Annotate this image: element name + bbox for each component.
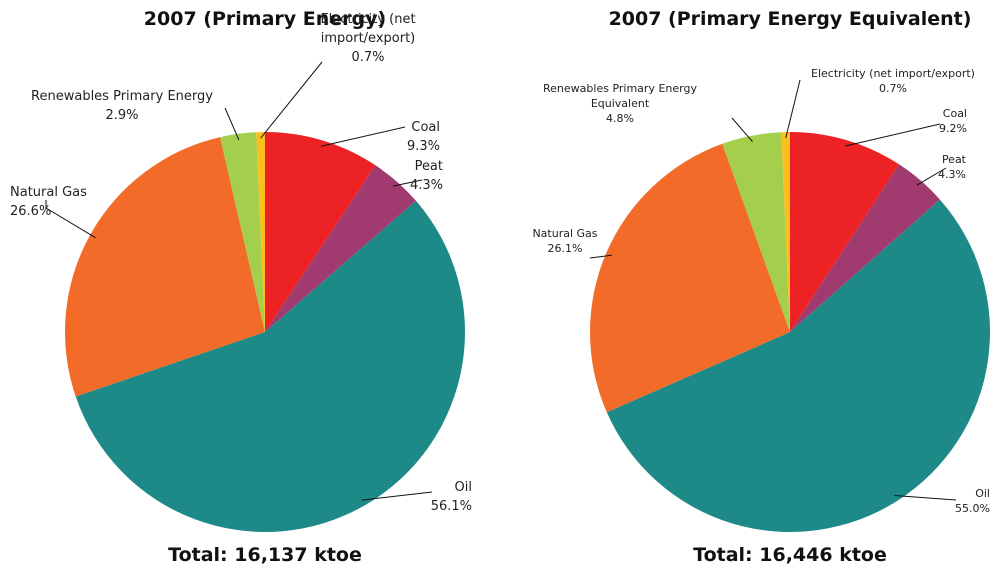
slice-name: Coal bbox=[411, 120, 440, 135]
slice-label: Electricity (net import/export) 0.7% bbox=[773, 66, 994, 96]
pie-slice bbox=[75, 200, 466, 532]
slice-label: Oil 55.0% bbox=[870, 486, 990, 516]
pie-slice bbox=[606, 199, 991, 533]
pie-slice bbox=[265, 132, 376, 332]
slice-label: Coal 9.2% bbox=[847, 106, 967, 136]
slice-name: Oil bbox=[975, 487, 990, 500]
slice-value: 4.3% bbox=[938, 168, 966, 181]
leader-line bbox=[361, 491, 433, 501]
slice-label: Peat 4.3% bbox=[323, 157, 443, 195]
slice-name: Natural Gas bbox=[10, 185, 87, 200]
slice-name: Coal bbox=[942, 107, 967, 120]
leader-line bbox=[589, 254, 612, 259]
pie-slice bbox=[722, 132, 790, 332]
slice-name: Oil bbox=[454, 480, 472, 495]
slice-label: Electricity (net import/export) 0.7% bbox=[308, 10, 428, 67]
slice-label: Renewables Primary Energy 2.9% bbox=[12, 87, 232, 125]
slice-value: 9.2% bbox=[939, 122, 967, 135]
slice-value: 55.0% bbox=[955, 502, 990, 515]
slice-value: 9.3% bbox=[406, 139, 440, 154]
leader-line bbox=[731, 117, 753, 142]
leader-line bbox=[45, 200, 96, 239]
slice-name: Peat bbox=[941, 153, 966, 166]
slice-value: 26.6% bbox=[10, 204, 52, 219]
chart-title: 2007 (Primary Energy Equivalent) bbox=[608, 8, 972, 30]
slice-name: Peat bbox=[414, 159, 443, 174]
leader-line bbox=[392, 179, 423, 187]
pie-slice bbox=[256, 132, 265, 332]
chart-total: Total: 16,137 ktoe bbox=[168, 544, 362, 566]
slice-value: 0.7% bbox=[879, 82, 907, 95]
slice-label: Oil 56.1% bbox=[352, 478, 472, 516]
chart-total: Total: 16,446 ktoe bbox=[693, 544, 887, 566]
pie-slice bbox=[790, 132, 900, 332]
slice-name: Natural Gas bbox=[532, 227, 598, 240]
leader-line bbox=[894, 495, 957, 501]
leader-line bbox=[260, 61, 323, 139]
leader-line bbox=[916, 167, 947, 186]
leader-line bbox=[320, 126, 406, 147]
slice-name: Renewables Primary Energy bbox=[31, 89, 213, 104]
pie-slice bbox=[265, 165, 416, 332]
slice-label: Natural Gas 26.6% bbox=[10, 183, 120, 221]
pie-slice bbox=[220, 132, 265, 332]
leader-line bbox=[845, 123, 941, 147]
slice-label: Renewables Primary Energy Equivalent 4.8% bbox=[530, 81, 710, 126]
slice-value: 4.8% bbox=[606, 112, 634, 125]
slice-label: Peat 4.3% bbox=[846, 152, 966, 182]
slice-value: 2.9% bbox=[105, 108, 139, 123]
slice-label: Natural Gas 26.1% bbox=[505, 226, 625, 256]
pie-slice bbox=[65, 137, 265, 397]
slice-value: 26.1% bbox=[547, 242, 583, 255]
leader-line bbox=[224, 107, 240, 140]
chart-title: 2007 (Primary Energy) bbox=[143, 8, 387, 30]
pie-slice bbox=[781, 132, 790, 332]
leader-line bbox=[785, 79, 801, 139]
slice-name: Electricity (net import/export) bbox=[811, 67, 975, 80]
slice-label: Coal 9.3% bbox=[320, 118, 440, 156]
slice-value: 56.1% bbox=[430, 499, 472, 514]
pie-slice bbox=[790, 164, 940, 332]
slice-name: Electricity (net import/export) bbox=[320, 12, 416, 46]
slice-name: Renewables Primary Energy Equivalent bbox=[543, 82, 697, 110]
slice-value: 4.3% bbox=[409, 178, 443, 193]
pie-slice bbox=[590, 143, 790, 413]
slice-value: 0.7% bbox=[351, 50, 385, 65]
